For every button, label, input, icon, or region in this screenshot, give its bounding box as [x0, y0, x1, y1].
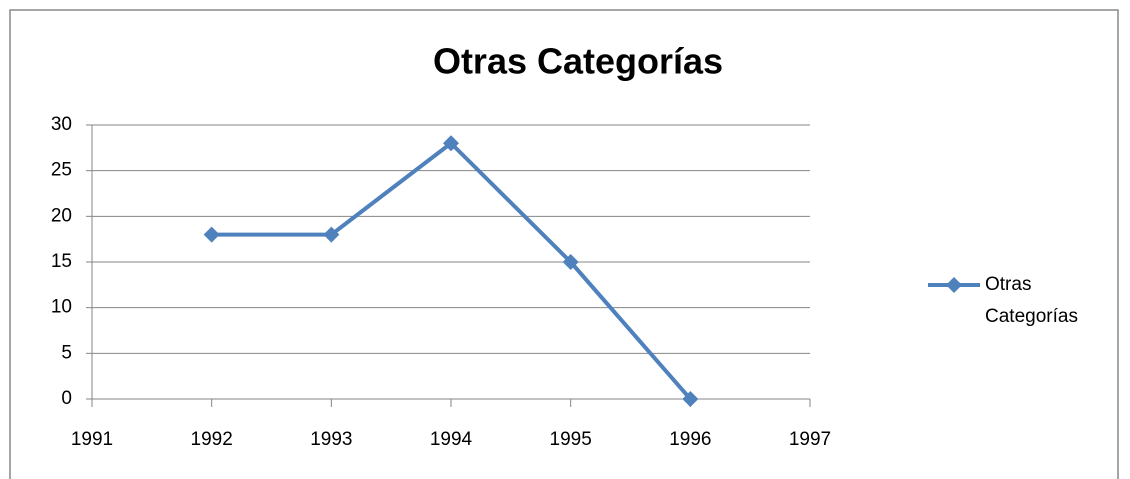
y-tick-label: 25 — [51, 160, 72, 181]
x-tick-label: 1994 — [430, 429, 473, 450]
legend-marker — [946, 277, 962, 293]
x-tick-label: 1993 — [310, 429, 352, 450]
point-marker — [682, 391, 699, 407]
x-tick-label: 1995 — [550, 429, 592, 450]
chart-title: Otras Categorías — [433, 41, 723, 82]
point-marker — [443, 135, 459, 152]
point-marker — [323, 226, 340, 243]
legend-label: Otras Categorías — [985, 274, 1078, 327]
y-tick-label: 10 — [51, 297, 72, 318]
x-tick-label: 1992 — [191, 429, 233, 450]
y-tick-label: 15 — [51, 251, 72, 272]
point-marker — [203, 226, 220, 243]
y-tick-label: 5 — [61, 342, 72, 363]
x-tick-label: 1997 — [789, 429, 831, 450]
y-tick-label: 0 — [61, 388, 72, 409]
point-marker — [562, 254, 579, 270]
x-tick-label: 1991 — [71, 429, 113, 450]
y-tick-label: 30 — [51, 114, 72, 135]
x-tick-label: 1996 — [669, 429, 711, 450]
y-tick-label: 20 — [51, 205, 72, 226]
chart-frame — [9, 9, 1119, 479]
